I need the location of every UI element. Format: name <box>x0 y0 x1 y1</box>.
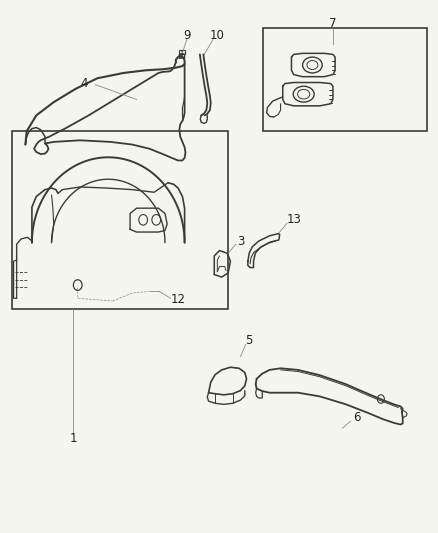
Text: 9: 9 <box>183 29 190 42</box>
Text: 1: 1 <box>70 432 77 446</box>
Bar <box>179 50 184 54</box>
Text: 7: 7 <box>328 17 336 30</box>
Text: 6: 6 <box>352 411 360 424</box>
Text: 12: 12 <box>170 293 185 306</box>
Bar <box>12 131 228 309</box>
Text: 5: 5 <box>245 334 252 347</box>
Text: 4: 4 <box>80 77 88 90</box>
Bar <box>262 28 426 131</box>
Text: 10: 10 <box>209 29 224 42</box>
Text: 3: 3 <box>237 235 244 247</box>
Text: 13: 13 <box>286 213 301 227</box>
